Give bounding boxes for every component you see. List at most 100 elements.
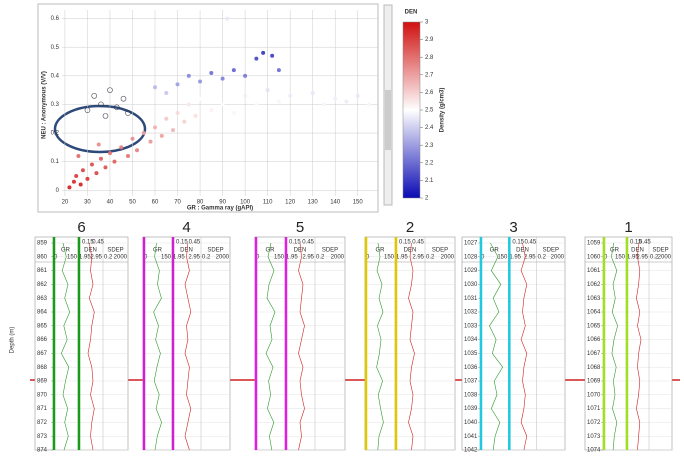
x-tick-label: 50 [129, 200, 136, 206]
x-tick-label: 20 [62, 200, 69, 206]
depth-tick-label: 861 [37, 268, 48, 274]
scatter-point [153, 125, 158, 130]
depth-tick-label: 865 [37, 323, 48, 329]
neu-scale: 0.15 [176, 240, 188, 246]
scatter-point [84, 107, 91, 113]
scatter-point [276, 99, 281, 104]
depth-tick-label: 1040 [464, 420, 478, 426]
depth-tick-label: 1068 [587, 365, 601, 371]
gr-curve [153, 242, 162, 451]
colorbar-tick-label: 2.8 [425, 55, 434, 61]
track-max: 2000 [114, 255, 128, 261]
neu-scale: 0.45 [639, 240, 651, 246]
depth-tick-label: 1070 [587, 392, 601, 398]
track-max: 2000 [331, 255, 345, 261]
scatter-point [135, 148, 140, 153]
track-min: 1.95 [79, 255, 91, 261]
well-panel [34, 236, 129, 451]
scatter-point [288, 93, 293, 98]
gr-curve [489, 242, 504, 451]
x-tick-label: 60 [152, 200, 159, 206]
track-max: 2.95 [188, 255, 200, 261]
scatter-point [85, 176, 90, 181]
depth-tick-label: 864 [37, 310, 48, 316]
depth-tick-label: 867 [37, 351, 48, 357]
depth-tick-label: 1074 [587, 448, 601, 454]
track-min: 1.95 [627, 255, 639, 261]
scatter-point [175, 82, 180, 87]
track-min: 0.2 [202, 255, 211, 261]
scatter-point [164, 90, 169, 95]
scatter-point [261, 50, 266, 55]
track-max: 2.95 [636, 255, 648, 261]
scatter-point [175, 111, 180, 116]
scatter-point [220, 102, 225, 107]
track-name: SDEP [543, 248, 559, 254]
neu-scale: 0.45 [92, 240, 104, 246]
depth-tick-label: 1072 [587, 420, 601, 426]
y-tick-label: 0.3 [51, 102, 60, 108]
track-name: SDEP [322, 248, 338, 254]
track-name: SDEP [207, 248, 223, 254]
scatter-point [209, 108, 214, 113]
track-max: 150 [67, 255, 78, 261]
track-min: 0 [144, 255, 148, 261]
y-tick-label: 0.6 [51, 16, 60, 22]
depth-tick-label: 869 [37, 379, 48, 385]
well-panel [254, 236, 346, 451]
x-tick-label: 40 [107, 200, 114, 206]
track-max: 150 [274, 255, 285, 261]
scroll-thumb[interactable] [385, 90, 391, 150]
track-max: 2.95 [302, 255, 314, 261]
gr-curve [60, 242, 71, 451]
depth-tick-label: 1071 [587, 406, 601, 412]
depth-tick-label: 871 [37, 406, 48, 412]
scatter-point [89, 162, 94, 167]
x-tick-label: 90 [219, 200, 226, 206]
depth-tick-label: 1062 [587, 282, 601, 288]
track-name: SDEP [652, 248, 668, 254]
x-tick-label: 80 [197, 200, 204, 206]
plot-frame [37, 3, 379, 213]
depth-tick-label: 870 [37, 392, 48, 398]
scatter-point [103, 165, 108, 170]
depth-tick-label: 1066 [587, 337, 601, 343]
colorbar-tick-label: 3 [425, 20, 429, 26]
scatter-point [171, 128, 176, 133]
scatter-point [148, 139, 153, 144]
neu-scale: 0.45 [412, 240, 424, 246]
gr-curve [265, 242, 276, 451]
colorbar-tick-label: 2.9 [425, 37, 434, 43]
neu-scale: 0.15 [512, 240, 524, 246]
track-min: 1.95 [286, 255, 298, 261]
track-min: 1.95 [173, 255, 185, 261]
scatter-point [254, 102, 259, 107]
track-min: 0 [366, 255, 370, 261]
scatter-point [270, 53, 275, 58]
y-tick-label: 0.1 [51, 159, 60, 165]
colorbar-tick-label: 2.3 [425, 143, 434, 149]
scatter-point [67, 185, 72, 190]
colorbar-tick-label: 2.6 [425, 90, 434, 96]
depth-tick-label: 1031 [464, 296, 478, 302]
well-panel [461, 236, 566, 451]
depth-tick-label: 866 [37, 337, 48, 343]
x-axis-label: GR : Gamma ray (gAPI) [187, 206, 253, 212]
colorbar-tick-label: 2 [425, 196, 429, 202]
neu-scale: 0.15 [399, 240, 411, 246]
x-tick-label: 30 [84, 200, 91, 206]
track-name: DEN [294, 248, 307, 254]
well-label: 4 [182, 219, 190, 236]
track-max: 2000 [441, 255, 455, 261]
y-tick-label: 0.2 [51, 131, 60, 137]
colorbar-tick-label: 2.4 [425, 125, 434, 131]
track-min: 0.2 [538, 255, 547, 261]
scatter-point [344, 99, 349, 104]
neu-scale: 0.15 [82, 240, 94, 246]
track-max: 2000 [551, 255, 565, 261]
scatter-point [80, 168, 85, 173]
track-name: SDEP [107, 248, 123, 254]
depth-tick-label: 1065 [587, 323, 601, 329]
scatter-point [153, 85, 158, 90]
